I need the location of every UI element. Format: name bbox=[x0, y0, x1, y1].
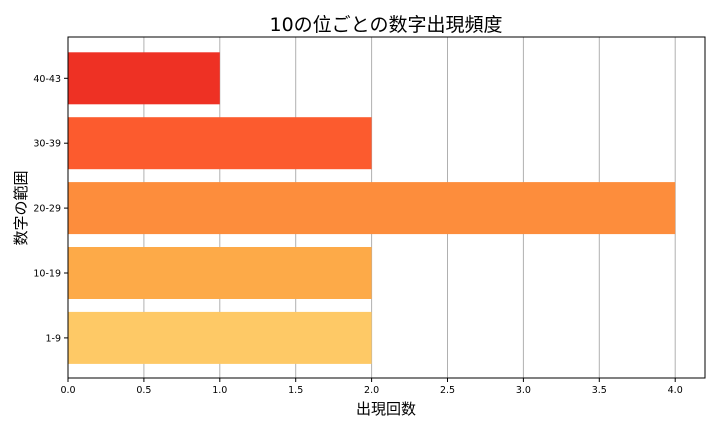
bar-1-9 bbox=[68, 311, 372, 364]
bar-40-43 bbox=[68, 52, 220, 105]
y-tick-label: 30-39 bbox=[33, 139, 61, 150]
bar-30-39 bbox=[68, 117, 372, 170]
x-tick-label: 3.0 bbox=[516, 385, 531, 396]
x-tick-label: 2.0 bbox=[364, 385, 379, 396]
y-axis-ticks: 1-9 10-19 20-29 30-39 40-43 bbox=[33, 74, 68, 344]
x-axis-label: 出現回数 bbox=[356, 400, 416, 418]
bars bbox=[68, 52, 676, 364]
x-tick-label: 4.0 bbox=[668, 385, 683, 396]
x-tick-label: 0.5 bbox=[136, 385, 151, 396]
x-tick-label: 1.5 bbox=[288, 385, 303, 396]
bar-10-19 bbox=[68, 247, 372, 299]
y-tick-label: 40-43 bbox=[33, 74, 61, 85]
bar-20-29 bbox=[68, 182, 676, 235]
x-tick-label: 1.0 bbox=[212, 385, 227, 396]
y-tick-label: 10-19 bbox=[33, 269, 61, 280]
plot-frame bbox=[67, 36, 706, 379]
chart-title: 10の位ごとの数字出現頻度 bbox=[270, 14, 503, 36]
y-tick-label: 1-9 bbox=[45, 333, 61, 344]
x-tick-label: 3.5 bbox=[592, 385, 607, 396]
x-axis-ticks: 0.0 0.5 1.0 1.5 2.0 2.5 3.0 3.5 4.0 bbox=[60, 378, 683, 396]
y-axis-label: 数字の範囲 bbox=[12, 170, 30, 245]
y-tick-label: 20-29 bbox=[33, 204, 61, 215]
x-tick-label: 2.5 bbox=[440, 385, 455, 396]
x-tick-label: 0.0 bbox=[60, 385, 75, 396]
